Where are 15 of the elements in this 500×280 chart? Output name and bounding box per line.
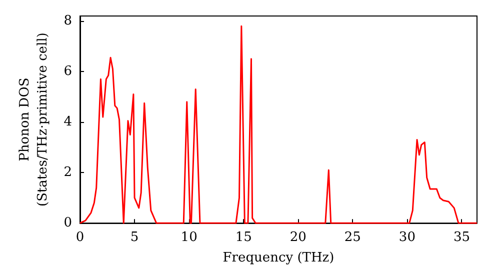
y-tick-label: 8 xyxy=(64,14,72,29)
x-tick-label: 10 xyxy=(180,230,198,246)
y-tick-label: 0 xyxy=(64,216,72,231)
x-tick-label: 15 xyxy=(235,230,252,246)
x-tick-label: 35 xyxy=(453,230,470,246)
x-tick-label: 25 xyxy=(344,230,361,246)
x-axis-title: Frequency (THz) xyxy=(222,250,334,266)
x-tick-label: 5 xyxy=(130,230,139,246)
y-tick-label: 2 xyxy=(64,165,72,180)
y-tick-label: 6 xyxy=(64,64,72,80)
x-tick-label: 0 xyxy=(76,230,84,246)
y-axis-title: Phonon DOS (States/THz·primitive cell) xyxy=(18,32,50,207)
y-tick-label: 4 xyxy=(64,114,72,130)
x-tick-label: 30 xyxy=(398,230,416,246)
x-tick-label: 20 xyxy=(290,230,306,246)
